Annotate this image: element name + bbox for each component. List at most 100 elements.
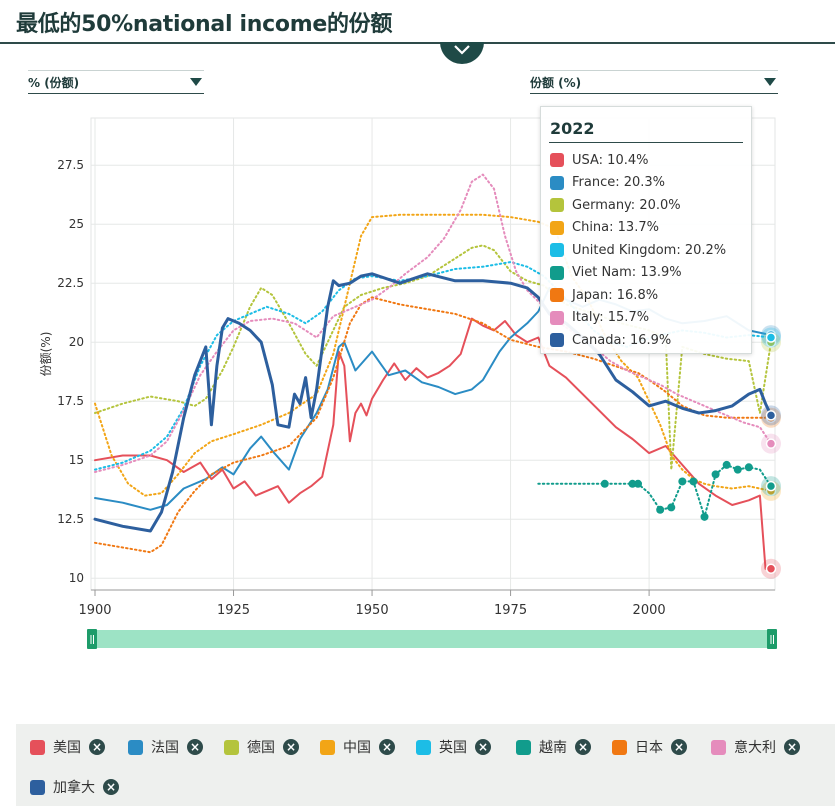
end-point — [765, 438, 777, 449]
y-tick-label: 22.5 — [57, 276, 84, 290]
x-tick-label: 2000 — [633, 603, 666, 618]
x-tick-label: 1900 — [78, 603, 111, 618]
legend-item[interactable]: 法国 × — [128, 737, 203, 757]
page-title: 最低的50%national income的份额 — [16, 12, 393, 37]
legend-label: 日本 — [635, 740, 663, 756]
y-tick-label: 10 — [69, 571, 84, 585]
series-line-6 — [94, 296, 772, 554]
tooltip-swatch — [550, 198, 564, 213]
legend-item[interactable]: 加拿大 × — [30, 777, 119, 797]
tooltip-row: United Kingdom: 20.2% — [541, 239, 751, 262]
tooltip-year: 2022 — [550, 119, 595, 138]
dropdown-arrow-icon — [190, 78, 202, 86]
collapse-button[interactable] — [440, 42, 484, 64]
tooltip-label: Germany: 20.0% — [572, 197, 681, 213]
legend-label: 法国 — [151, 740, 179, 756]
tooltip-row: Japan: 16.8% — [541, 284, 751, 307]
remove-series-icon[interactable]: × — [379, 739, 395, 755]
tooltip-row: China: 13.7% — [541, 217, 751, 240]
dropdown-arrow-icon — [764, 78, 776, 86]
series-marker — [678, 477, 687, 486]
legend-item[interactable]: 德国 × — [224, 737, 299, 757]
y-tick-label: 15 — [69, 453, 84, 467]
end-point — [765, 480, 777, 492]
remove-series-icon[interactable]: × — [671, 739, 687, 755]
x-tick-label: 1925 — [217, 603, 250, 618]
remove-series-icon[interactable]: × — [575, 739, 591, 755]
remove-series-icon[interactable]: × — [784, 739, 800, 755]
remove-series-icon[interactable]: × — [283, 739, 299, 755]
series-marker — [634, 479, 643, 488]
legend-item[interactable]: 意大利 × — [711, 737, 800, 757]
y-tick-label: 20 — [69, 335, 84, 349]
tooltip-row: Canada: 16.9% — [541, 329, 751, 352]
tooltip-row: France: 20.3% — [541, 172, 751, 195]
tooltip-row: Germany: 20.0% — [541, 194, 751, 217]
tooltip-label: United Kingdom: 20.2% — [572, 242, 727, 258]
series-marker — [600, 479, 609, 488]
y-tick-label: 12.5 — [57, 512, 84, 526]
series-line-4 — [94, 261, 772, 471]
tooltip-divider — [549, 142, 743, 143]
tooltip-label: Italy: 15.7% — [572, 310, 650, 326]
legend-label: 加拿大 — [53, 780, 95, 796]
tooltip-swatch — [550, 288, 564, 303]
tooltip-label: Japan: 16.8% — [572, 287, 659, 303]
tooltip-label: Viet Nam: 13.9% — [572, 265, 682, 281]
title-divider — [0, 42, 835, 44]
legend-swatch — [30, 779, 45, 795]
series-marker — [628, 479, 637, 488]
series-marker — [700, 512, 709, 521]
tooltip-swatch — [550, 220, 564, 235]
remove-series-icon[interactable]: × — [475, 739, 491, 755]
tooltip-label: Canada: 16.9% — [572, 332, 672, 348]
series-line-2 — [94, 244, 772, 471]
legend-label: 越南 — [539, 740, 567, 756]
series-marker — [689, 477, 698, 486]
legend-swatch — [224, 739, 239, 755]
range-slider-handle[interactable] — [87, 629, 97, 649]
legend-item[interactable]: 英国 × — [416, 737, 491, 757]
chevron-down-icon — [454, 45, 470, 55]
legend-label: 中国 — [343, 740, 371, 756]
legend-item[interactable]: 中国 × — [320, 737, 395, 757]
unit-selector[interactable]: % (份额) — [28, 70, 204, 94]
tooltip-swatch — [550, 243, 564, 258]
legend-swatch — [711, 739, 726, 755]
range-slider-track[interactable] — [87, 630, 777, 648]
end-point — [765, 410, 777, 421]
tooltip-label: China: 13.7% — [572, 220, 659, 236]
legend-item[interactable]: 美国 × — [30, 737, 105, 757]
metric-selector-value: 份额 (%) — [530, 75, 582, 90]
x-tick-label: 1950 — [356, 603, 389, 618]
line-chart[interactable]: 10 12.5 15 17.5 20 22.5 25 27.5 1900 1925 1950 1975… — [0, 0, 835, 700]
tooltip-swatch — [550, 310, 564, 325]
tooltip-row: USA: 10.4% — [541, 149, 751, 172]
legend-item[interactable]: 越南 × — [516, 737, 591, 757]
legend-swatch — [320, 739, 335, 755]
end-point — [765, 332, 777, 343]
tooltip-row: Viet Nam: 13.9% — [541, 262, 751, 285]
metric-selector[interactable]: 份额 (%) — [530, 70, 778, 94]
tooltip-swatch — [550, 175, 564, 190]
series-marker — [667, 503, 676, 512]
chart-tooltip: 2022 USA: 10.4% France: 20.3% Germany: 20.… — [540, 106, 752, 354]
series-marker — [656, 505, 665, 514]
series-line-8 — [93, 272, 773, 533]
legend-label: 德国 — [247, 740, 275, 756]
legend-swatch — [30, 739, 45, 755]
remove-series-icon[interactable]: × — [89, 739, 105, 755]
y-axis-label: 份额(%) — [39, 332, 53, 377]
unit-selector-value: % (份额) — [28, 75, 80, 90]
legend-swatch — [128, 739, 143, 755]
series-marker — [722, 460, 731, 469]
legend-item[interactable]: 日本 × — [612, 737, 687, 757]
x-tick-label: 1975 — [494, 603, 527, 618]
remove-series-icon[interactable]: × — [187, 739, 203, 755]
remove-series-icon[interactable]: × — [103, 779, 119, 795]
series-line-7 — [94, 173, 772, 473]
series-marker — [711, 470, 720, 479]
range-slider-handle[interactable] — [767, 629, 777, 649]
tooltip-swatch — [550, 153, 564, 168]
tooltip-label: France: 20.3% — [572, 175, 666, 191]
